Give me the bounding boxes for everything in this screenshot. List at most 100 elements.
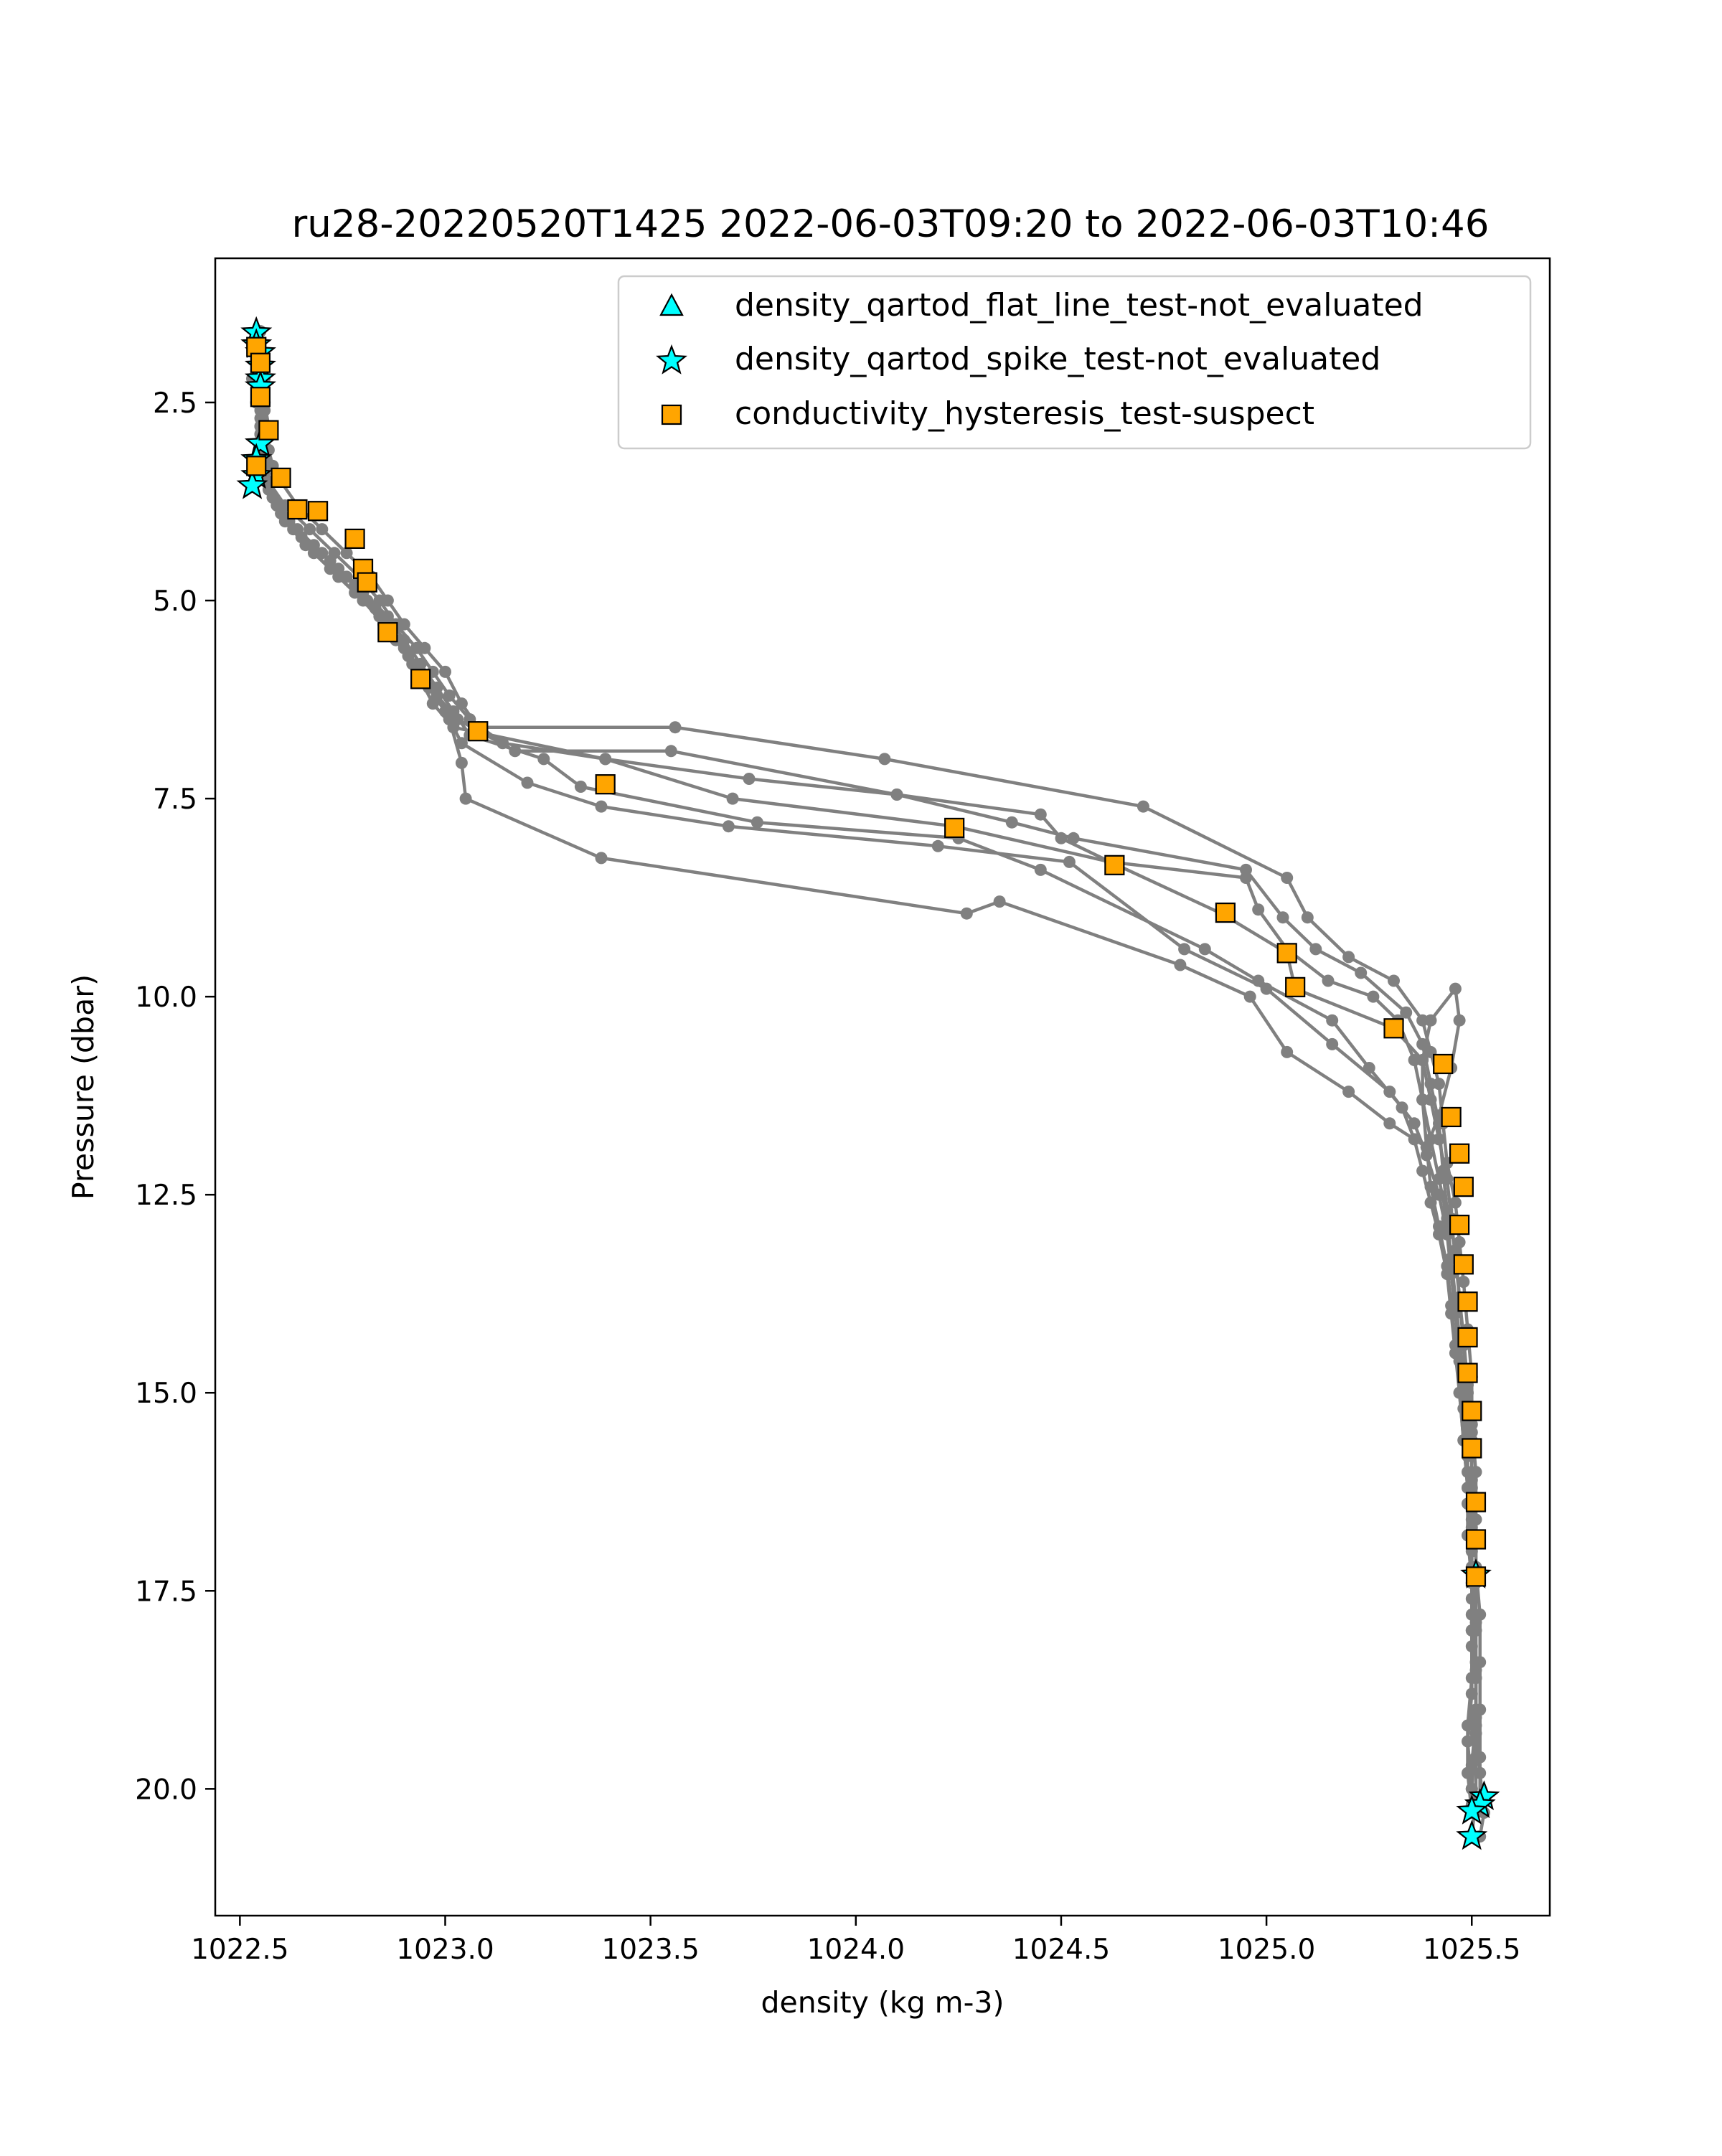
profile-point	[1462, 1482, 1474, 1494]
profile-point	[1416, 1093, 1429, 1106]
profile-point	[1309, 943, 1322, 956]
profile-point	[1383, 1086, 1396, 1098]
square-marker	[1462, 1401, 1482, 1421]
y-tick-label: 12.5	[135, 1180, 197, 1212]
profile-point	[1474, 1766, 1487, 1779]
profile-point	[1260, 982, 1273, 995]
profile-point	[574, 781, 587, 793]
legend-label-hysteresis: conductivity_hysteresis_test-suspect	[735, 395, 1314, 432]
y-tick-label: 7.5	[153, 783, 197, 816]
profile-point	[1462, 1735, 1474, 1748]
square-marker	[944, 817, 965, 839]
profile-point	[1449, 1196, 1462, 1209]
profile-point	[1355, 966, 1368, 979]
profile-point	[1465, 1426, 1478, 1439]
profile-point	[430, 689, 443, 702]
x-tick-label: 1025.5	[1423, 1934, 1520, 1966]
profile-point	[316, 523, 329, 536]
plot-area	[215, 258, 1550, 1916]
profile-point	[1240, 872, 1252, 884]
profile-point	[340, 547, 353, 560]
profile-point	[1416, 1164, 1429, 1177]
square-marker	[1433, 1053, 1454, 1075]
square-marker	[410, 669, 431, 689]
profile-point	[1453, 1014, 1466, 1027]
profile-point	[397, 641, 410, 654]
profile-point	[1055, 832, 1068, 844]
square-marker	[1383, 1018, 1404, 1039]
square-marker	[287, 499, 308, 520]
square-marker	[1465, 1566, 1487, 1587]
profile-point	[1326, 1037, 1339, 1050]
profile-point	[1453, 1386, 1466, 1399]
profile-point	[1424, 1014, 1437, 1027]
square-marker	[250, 352, 271, 373]
star-marker	[1456, 1794, 1488, 1825]
profile-point	[1322, 974, 1335, 987]
x-tick-label: 1024.0	[807, 1934, 905, 1966]
square-marker	[1457, 1362, 1478, 1383]
profile-point	[664, 745, 677, 758]
square-marker	[357, 572, 377, 593]
profile-point	[1326, 1014, 1339, 1027]
profile-point	[1420, 1141, 1433, 1154]
legend-square-marker	[661, 404, 682, 425]
profile-point	[1465, 1624, 1478, 1637]
profile-point	[595, 800, 608, 813]
profile-point	[726, 792, 739, 805]
profile-point	[1005, 816, 1018, 829]
legend-label-spike: density_qartod_spike_test-not_evaluated	[735, 341, 1380, 377]
x-tick-label: 1023.0	[396, 1934, 494, 1966]
square-marker	[250, 387, 271, 408]
y-axis-ticks: 2.5 5.0 7.5 10.0 12.5 15.0 17.5 20.0	[135, 387, 215, 1806]
legend-star-marker	[656, 344, 687, 375]
profile-point	[1367, 990, 1380, 1003]
square-marker	[1449, 1143, 1470, 1164]
x-axis-label: density (kg m-3)	[761, 1985, 1004, 2020]
plot-frame	[214, 257, 1551, 1917]
y-tick-label: 5.0	[153, 585, 197, 618]
profile-point	[1449, 982, 1462, 995]
profile-point	[459, 792, 472, 805]
square-marker	[344, 528, 365, 549]
star-marker	[236, 469, 268, 499]
profile-point	[1342, 951, 1355, 964]
profile-point	[1469, 1672, 1482, 1685]
square-marker	[377, 622, 398, 643]
profile-point	[595, 852, 608, 865]
profile-point	[521, 776, 534, 789]
y-tick-label: 10.0	[135, 982, 197, 1014]
legend-triangle-marker	[659, 293, 684, 316]
profile-point	[455, 737, 468, 750]
square-marker	[1276, 943, 1297, 964]
profile-point	[443, 713, 456, 726]
square-marker	[270, 467, 291, 488]
x-tick-label: 1023.5	[601, 1934, 699, 1966]
square-marker	[258, 420, 279, 441]
square-marker	[595, 774, 616, 795]
profile-point	[1301, 911, 1314, 924]
profile-point	[743, 773, 756, 785]
square-marker	[1457, 1291, 1478, 1312]
profile-point	[1174, 959, 1187, 971]
profile-point	[1445, 1299, 1458, 1312]
profile-point	[1063, 855, 1076, 868]
legend-box	[617, 275, 1532, 450]
square-marker	[1441, 1106, 1462, 1128]
square-marker	[468, 721, 489, 742]
y-axis-label: Pressure (dbar)	[66, 974, 100, 1200]
profile-point	[751, 816, 763, 829]
plot-background	[215, 258, 1550, 1916]
legend-label-flat-line: density_qartod_flat_line_test-not_evalua…	[735, 287, 1424, 324]
y-tick-label: 17.5	[135, 1576, 197, 1608]
profile-point	[1433, 1133, 1445, 1146]
profile-point	[890, 789, 903, 801]
profile-point	[960, 907, 973, 920]
profile-point	[291, 523, 304, 536]
profile-point	[1416, 1054, 1429, 1066]
profile-point	[1034, 863, 1047, 876]
x-tick-label: 1025.0	[1218, 1934, 1315, 1966]
profile-point	[1433, 1220, 1445, 1233]
